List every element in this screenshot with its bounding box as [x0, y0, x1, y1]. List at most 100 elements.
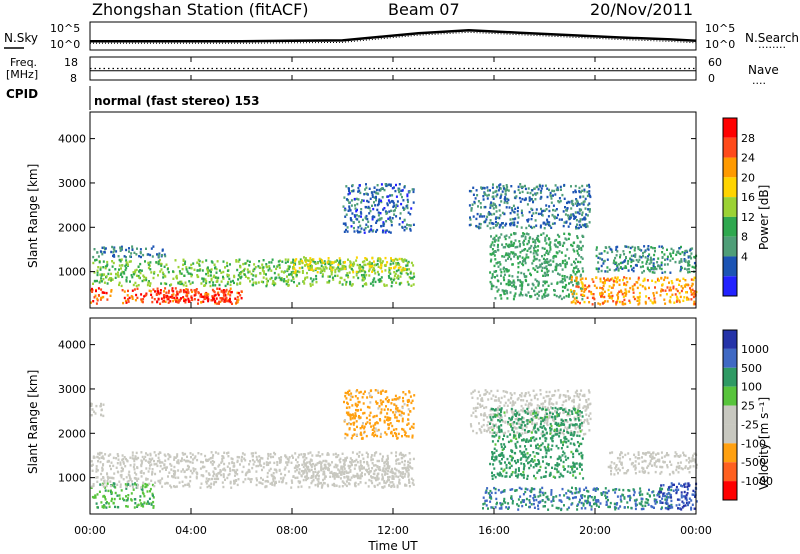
- power-panel-cell: [525, 226, 528, 230]
- power-panel-cell: [516, 255, 519, 258]
- power-panel-cell: [400, 281, 403, 285]
- velocity-panel-cell: [114, 491, 117, 495]
- power-panel-cell: [359, 263, 361, 267]
- velocity-panel-cell: [119, 461, 122, 464]
- power-panel-cell: [319, 267, 322, 270]
- power-panel-cell: [197, 302, 199, 305]
- power-panel-cell: [236, 268, 239, 272]
- velocity-panel-cell: [339, 477, 342, 480]
- velocity-panel-cell: [374, 423, 377, 426]
- power-panel-cell: [125, 259, 128, 262]
- power-panel-cell: [572, 203, 574, 206]
- power-panel-cell: [185, 266, 188, 269]
- power-panel-cell: [635, 281, 638, 284]
- power-panel-cell: [137, 265, 140, 268]
- velocity-panel-cell: [296, 461, 299, 464]
- velocity-panel-cell: [401, 476, 404, 479]
- power-panel-cell: [539, 265, 542, 268]
- power-panel-cell: [639, 265, 642, 269]
- velocity-panel-cell: [261, 457, 264, 460]
- velocity-panel-cell: [503, 395, 506, 398]
- velocity-panel-cell: [521, 432, 524, 435]
- power-panel-cell: [491, 252, 494, 255]
- power-panel-cell: [403, 186, 406, 189]
- power-panel-cell: [531, 226, 533, 230]
- velocity-panel-cell: [388, 465, 391, 468]
- velocity-panel-cell: [383, 421, 386, 424]
- velocity-panel-cell: [536, 404, 539, 407]
- velocity-panel-cell: [298, 481, 301, 485]
- power-panel-cell: [270, 276, 273, 280]
- power-panel-cell: [301, 269, 304, 273]
- velocity-panel-cell: [351, 463, 353, 466]
- power-panel-cell: [492, 191, 495, 194]
- power-panel-cell: [631, 245, 634, 249]
- power-panel-cell: [389, 194, 392, 197]
- power-panel-cell: [536, 238, 539, 241]
- power-panel-cell: [526, 203, 529, 206]
- power-panel-cell: [520, 288, 523, 291]
- power-panel-cell: [96, 297, 99, 300]
- velocity-panel-cell: [376, 474, 379, 478]
- power-panel-cell: [652, 258, 655, 261]
- velocity-panel-cell: [132, 486, 134, 489]
- velocity-panel-cell: [359, 481, 362, 484]
- power-panel-cell: [369, 197, 372, 200]
- velocity-panel: [90, 389, 698, 512]
- power-panel-cell: [603, 277, 605, 280]
- power-panel-cell: [556, 252, 559, 255]
- power-panel-cell: [172, 277, 175, 280]
- velocity-panel-cell: [516, 417, 519, 420]
- power-panel-cell: [691, 288, 694, 291]
- power-panel-cell: [543, 261, 546, 265]
- power-panel-cell: [575, 282, 578, 285]
- velocity-panel-cell: [481, 399, 484, 402]
- velocity-panel-cell: [310, 481, 313, 485]
- power-panel-cell: [406, 194, 409, 198]
- power-panel-cell: [360, 212, 363, 215]
- power-panel-cell: [563, 183, 566, 187]
- velocity-panel-cell: [345, 411, 348, 414]
- power-panel-cell: [163, 274, 166, 277]
- velocity-panel-cell: [528, 411, 531, 414]
- velocity-panel-cell: [308, 469, 311, 473]
- power-panel-cell: [509, 212, 512, 215]
- velocity-panel-cell: [251, 466, 254, 470]
- velocity-panel-cell: [402, 391, 405, 394]
- power-panel-cell: [184, 301, 187, 304]
- velocity-panel-cell: [503, 404, 506, 407]
- velocity-panel-cell: [396, 397, 399, 400]
- power-panel-cell: [381, 260, 384, 263]
- power-panel-cell: [214, 293, 217, 297]
- power-panel-cell: [661, 289, 664, 292]
- power-panel-cell: [266, 283, 268, 286]
- power-panel-cell: [375, 188, 378, 192]
- velocity-panel-cell: [531, 421, 534, 425]
- velocity-panel-cell: [365, 422, 367, 426]
- velocity-panel-cell: [361, 474, 363, 478]
- power-panel-cell: [127, 300, 130, 303]
- velocity-panel-cell: [102, 485, 105, 488]
- velocity-panel-cell: [184, 483, 187, 487]
- power-panel-cell: [372, 278, 375, 282]
- velocity-panel-cell: [108, 476, 111, 479]
- power-panel-cell: [497, 239, 500, 242]
- power-panel-cell: [564, 262, 567, 266]
- velocity-panel-cell: [367, 467, 370, 470]
- power-panel-cell: [555, 238, 558, 242]
- power-panel-cell: [356, 271, 359, 274]
- power-panel-cell: [394, 272, 397, 276]
- power-panel-cell: [541, 296, 544, 300]
- power-panel-cell: [583, 216, 586, 220]
- velocity-panel-cell: [343, 470, 346, 473]
- velocity-panel-cell: [137, 483, 139, 487]
- power-panel-cell: [359, 266, 362, 269]
- velocity-panel-cell: [122, 478, 125, 481]
- velocity-panel-cell: [294, 476, 297, 480]
- power-panel-cell: [344, 267, 347, 270]
- velocity-panel-cell: [275, 481, 277, 484]
- velocity-panel-cell: [294, 452, 297, 455]
- power-panel-cell: [222, 270, 225, 274]
- power-panel-cell: [104, 267, 107, 270]
- power-panel-cell: [206, 294, 208, 297]
